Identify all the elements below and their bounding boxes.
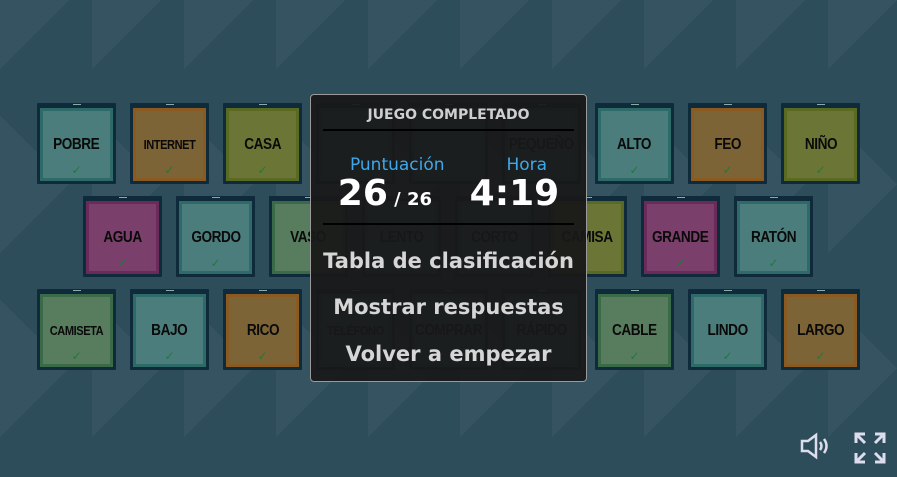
word-card[interactable]: ALTO ✓ [595,103,674,184]
word-card[interactable]: AGUA ✓ [83,196,162,277]
card-tab [769,197,778,198]
score-value: 26 [337,173,388,214]
game-complete-dialog: JUEGO COMPLETADO Puntuación Hora 26 / 26… [310,94,587,382]
card-tab [118,197,127,198]
word-card[interactable]: RATÓN ✓ [734,196,813,277]
card-tab [723,290,732,291]
check-icon: ✓ [210,256,221,270]
card-face: CABLE ✓ [598,294,671,367]
card-word: INTERNET [143,136,196,152]
check-icon: ✓ [257,349,268,363]
word-card[interactable]: CABLE ✓ [595,289,674,370]
card-face: RATÓN ✓ [737,201,810,274]
word-card[interactable]: INTERNET ✓ [130,103,209,184]
check-icon: ✓ [117,256,128,270]
card-tab [258,104,267,105]
card-tab [258,290,267,291]
card-word: POBRE [53,135,100,153]
card-face: LINDO ✓ [691,294,764,367]
card-word: LARGO [797,321,844,339]
card-face: GRANDE ✓ [644,201,717,274]
card-tab [676,197,685,198]
check-icon: ✓ [71,349,82,363]
card-word: RATÓN [750,228,797,246]
score-stat: 26 / 26 [338,175,432,219]
word-card[interactable]: CASA ✓ [223,103,302,184]
card-word: ALTO [617,135,652,153]
card-tab [723,104,732,105]
card-tab [211,197,220,198]
word-card[interactable]: BAJO ✓ [130,289,209,370]
card-face: ALTO ✓ [598,108,671,181]
card-word: GORDO [190,228,241,246]
word-card[interactable]: RICO ✓ [223,289,302,370]
card-face: RICO ✓ [226,294,299,367]
word-card[interactable]: POBRE ✓ [37,103,116,184]
word-card[interactable]: FEO ✓ [688,103,767,184]
card-tab [72,104,81,105]
card-face: NIÑO ✓ [784,108,857,181]
stat-labels: Puntuación Hora [311,156,586,175]
card-tab [304,197,313,198]
check-icon: ✓ [164,349,175,363]
word-card[interactable]: LARGO ✓ [781,289,860,370]
dialog-title: JUEGO COMPLETADO [367,107,530,123]
check-icon: ✓ [722,349,733,363]
check-icon: ✓ [815,349,826,363]
card-face: AGUA ✓ [86,201,159,274]
check-icon: ✓ [257,163,268,177]
check-icon: ✓ [675,256,686,270]
check-icon: ✓ [629,349,640,363]
check-icon: ✓ [71,163,82,177]
card-face: FEO ✓ [691,108,764,181]
leaderboard-button[interactable]: Tabla de clasificación [323,249,574,273]
word-card[interactable]: GORDO ✓ [176,196,255,277]
time-label: Hora [506,155,548,175]
word-card[interactable]: NIÑO ✓ [781,103,860,184]
word-card[interactable]: LINDO ✓ [688,289,767,370]
card-word: CAMISETA [49,322,104,338]
card-tab [816,290,825,291]
divider [323,223,574,225]
card-word: FEO [714,135,741,153]
card-word: NIÑO [804,135,837,153]
card-word: GRANDE [652,228,709,246]
card-word: AGUA [103,228,142,246]
card-word: BAJO [151,321,188,339]
card-face: POBRE ✓ [40,108,113,181]
card-tab [630,290,639,291]
card-tab [165,290,174,291]
check-icon: ✓ [164,163,175,177]
word-card[interactable]: CAMISETA ✓ [37,289,116,370]
card-word: LINDO [707,321,748,339]
card-face: BAJO ✓ [133,294,206,367]
check-icon: ✓ [629,163,640,177]
card-face: CASA ✓ [226,108,299,181]
card-face: GORDO ✓ [179,201,252,274]
card-tab [583,197,592,198]
check-icon: ✓ [722,163,733,177]
check-icon: ✓ [768,256,779,270]
card-face: LARGO ✓ [784,294,857,367]
check-icon: ✓ [815,163,826,177]
restart-button[interactable]: Volver a empezar [345,342,552,366]
card-face: INTERNET ✓ [133,108,206,181]
card-tab [816,104,825,105]
speaker-icon[interactable] [799,431,833,469]
score-label: Puntuación [349,155,445,175]
stat-values: 26 / 26 4:19 [311,175,586,219]
card-tab [72,290,81,291]
word-card[interactable]: GRANDE ✓ [641,196,720,277]
card-word: CABLE [612,321,657,339]
card-face: CAMISETA ✓ [40,294,113,367]
divider [323,129,574,131]
show-answers-button[interactable]: Mostrar respuestas [333,295,564,319]
card-word: RICO [246,321,279,339]
time-value: 4:19 [469,173,560,214]
fullscreen-icon[interactable] [853,431,887,469]
card-word: CASA [244,135,281,153]
card-tab [165,104,174,105]
score-total: / 26 [394,189,433,210]
card-tab [630,104,639,105]
